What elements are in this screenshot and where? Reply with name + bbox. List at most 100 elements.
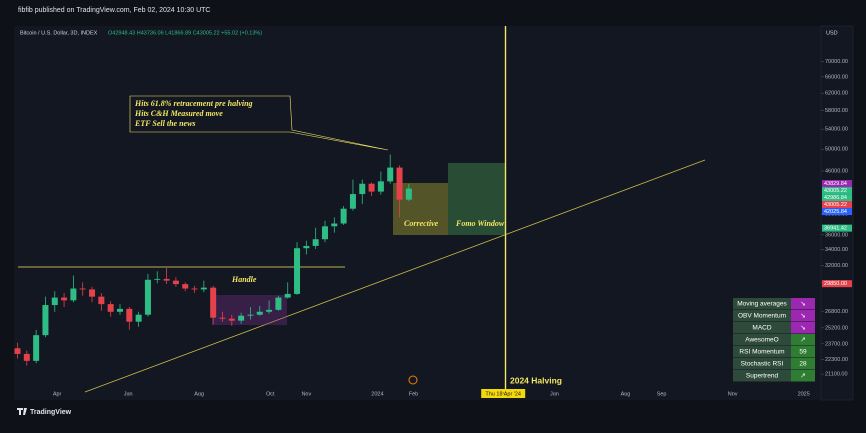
y-tick-label: 22300.00 bbox=[825, 357, 848, 363]
candle-body bbox=[219, 317, 226, 319]
x-tick-label: Thu 18 Apr '24 bbox=[485, 391, 521, 397]
candle-body bbox=[163, 278, 170, 281]
candle-body bbox=[61, 297, 68, 301]
table-name: OBV Momentum bbox=[738, 313, 786, 320]
candle-body bbox=[135, 314, 142, 322]
candle-body bbox=[98, 296, 105, 305]
brand: TradingView bbox=[30, 409, 72, 416]
y-tick-label: 32000.00 bbox=[825, 263, 848, 269]
price-label-bg bbox=[822, 180, 852, 188]
table-name: Supertrend bbox=[746, 373, 779, 380]
price-label: 42986.84 bbox=[824, 195, 847, 201]
candle-body bbox=[172, 280, 179, 285]
candle-body bbox=[144, 279, 151, 315]
price-label-bg bbox=[822, 201, 852, 209]
y-tick-label: 34000.00 bbox=[825, 247, 848, 253]
candle-body bbox=[266, 309, 273, 312]
price-label-bg bbox=[822, 208, 852, 216]
table-name-cell bbox=[733, 358, 791, 370]
y-tick-label: 25200.00 bbox=[825, 325, 848, 331]
table-signal-cell bbox=[791, 298, 815, 310]
table-name: MACD bbox=[752, 325, 771, 332]
handle-zone bbox=[212, 295, 287, 325]
candle-body bbox=[200, 287, 207, 290]
y-tick-label: 46000.00 bbox=[825, 168, 848, 174]
ohlc: O42948.43 H43736.06 L41866.89 C43005.22 … bbox=[108, 30, 262, 36]
table-signal: ↘ bbox=[800, 325, 805, 332]
table-name-cell bbox=[733, 346, 791, 358]
corrective-label: Corrective bbox=[404, 219, 439, 228]
event-icon bbox=[408, 375, 418, 385]
y-tick-label: 50000.00 bbox=[825, 147, 848, 153]
logo bbox=[17, 408, 27, 415]
table-name: RSI Momentum bbox=[739, 349, 784, 356]
candle-body bbox=[405, 188, 412, 200]
y-tick-label: 21100.00 bbox=[825, 372, 848, 378]
price-label-bg bbox=[822, 194, 852, 202]
table-signal-cell bbox=[791, 310, 815, 322]
callout-line: ETF Sell the news bbox=[134, 119, 196, 128]
x-tick-label: Feb bbox=[409, 391, 418, 397]
symbol-title: Bitcoin / U.S. Dollar, 3D, INDEX bbox=[20, 30, 98, 36]
price-label-bg bbox=[822, 280, 852, 288]
y-tick-label: 26800.00 bbox=[825, 309, 848, 315]
candle-body bbox=[116, 308, 123, 312]
candle-body bbox=[284, 293, 291, 298]
x-tick-label: Oct bbox=[266, 391, 275, 397]
table-name: AwesomeO bbox=[745, 337, 778, 344]
indicator-table: Moving averages ↘ OBV Momentum ↘ MACD ↘ Awesom… bbox=[733, 298, 815, 382]
candle-body bbox=[312, 239, 319, 246]
fomo-label: Fomo Window bbox=[455, 219, 505, 228]
table-signal-cell bbox=[791, 370, 815, 382]
halving-label: 2024 Halving bbox=[510, 375, 562, 385]
table-name-cell bbox=[733, 370, 791, 382]
table-signal: ↘ bbox=[800, 313, 805, 320]
y-tick-label: 70000.00 bbox=[825, 59, 848, 65]
price-label: 43005.22 bbox=[824, 188, 847, 194]
table-signal-cell bbox=[791, 334, 815, 346]
candle-body bbox=[228, 318, 235, 321]
y-tick-label: 36000.00 bbox=[825, 232, 848, 238]
candle-body bbox=[377, 181, 384, 192]
candle-body bbox=[294, 248, 301, 294]
candle-body bbox=[154, 278, 161, 280]
candle-body bbox=[396, 167, 403, 200]
candle-body bbox=[359, 183, 366, 195]
candle-body bbox=[321, 226, 328, 240]
x-tick-label: Nov bbox=[728, 391, 738, 397]
candle-body bbox=[238, 315, 245, 321]
candle-body bbox=[247, 314, 254, 316]
candle-body bbox=[349, 194, 356, 209]
price-label-bg bbox=[822, 187, 852, 195]
x-tick-label: 2024 bbox=[371, 391, 383, 397]
publisher: fibfib published on TradingView.com, Feb… bbox=[18, 7, 211, 14]
candle-body bbox=[79, 288, 86, 290]
candle-body bbox=[303, 245, 310, 249]
x-tick-label: Aug bbox=[621, 391, 631, 397]
price-label: 42025.84 bbox=[824, 209, 847, 215]
table-name: Moving averages bbox=[737, 301, 787, 308]
y-tick-label: 66000.00 bbox=[825, 74, 848, 80]
table-name-cell bbox=[733, 310, 791, 322]
x-tick-label: 2025 bbox=[798, 391, 810, 397]
table-signal-cell bbox=[791, 322, 815, 334]
trendline bbox=[84, 159, 706, 393]
callout-line: Hits C&H Measured move bbox=[134, 109, 223, 118]
table-signal: 28 bbox=[799, 361, 807, 368]
candle-body bbox=[368, 183, 375, 192]
price-label: 43829.84 bbox=[824, 181, 847, 187]
x-tick-label: Jun bbox=[550, 391, 559, 397]
candle-body bbox=[126, 308, 133, 322]
table-name-cell bbox=[733, 298, 791, 310]
candle-body bbox=[51, 297, 58, 306]
table-name: Stochastic RSI bbox=[741, 361, 784, 368]
candle-body bbox=[210, 287, 217, 318]
y-tick-label: 58000.00 bbox=[825, 108, 848, 114]
table-name-cell bbox=[733, 334, 791, 346]
y-tick-label: 23700.00 bbox=[825, 341, 848, 347]
table-signal-cell bbox=[791, 346, 815, 358]
x-tick-label: Sep bbox=[657, 391, 667, 397]
candle-body bbox=[331, 223, 338, 227]
x-tick-label: Aug bbox=[194, 391, 204, 397]
